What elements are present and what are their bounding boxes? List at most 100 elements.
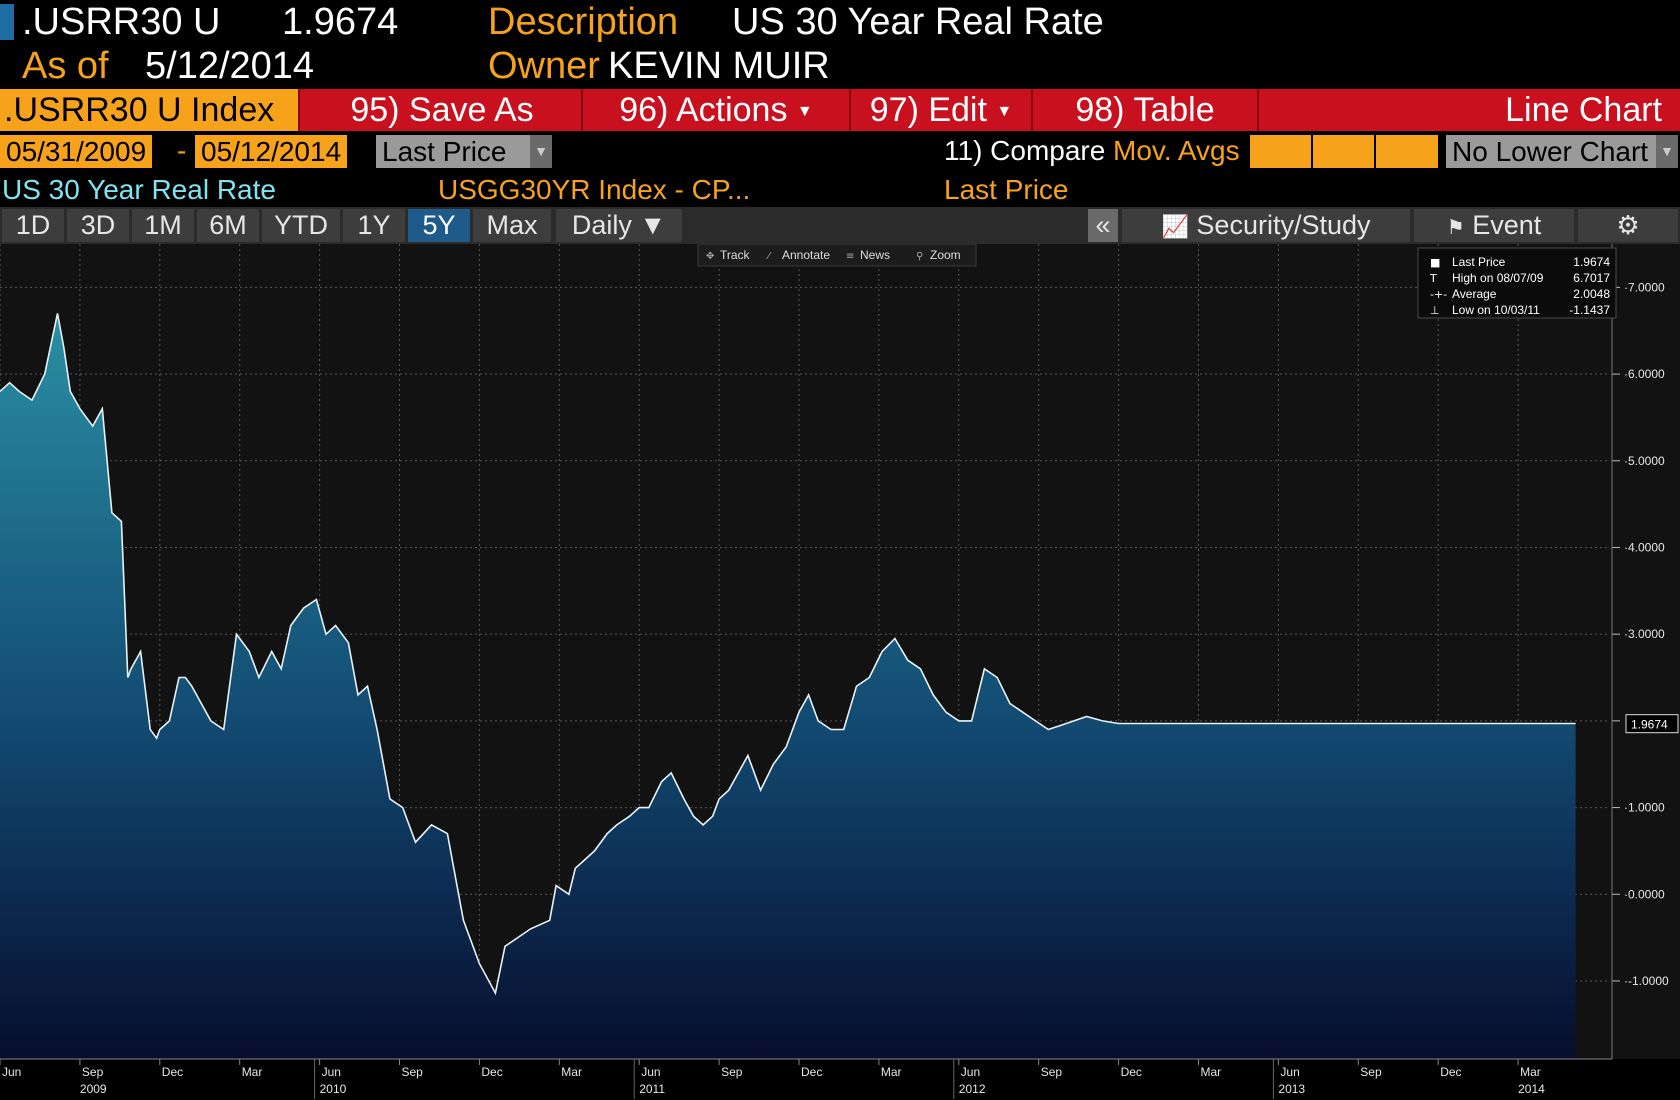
x-month-label: Dec (481, 1065, 502, 1079)
end-date-field[interactable]: 05/12/2014 (195, 135, 348, 168)
x-year-label: 2009 (80, 1082, 107, 1096)
lower-chart-select[interactable]: No Lower Chart (1446, 135, 1658, 168)
x-month-label: Jun (641, 1065, 660, 1079)
ticker-marker (0, 4, 14, 40)
stats-label: High on 08/07/09 (1452, 271, 1544, 285)
stats-box: ■ Last Price 1.9674 T High on 08/07/09 6.7017… (1417, 247, 1617, 319)
stats-value: 2.0048 (1573, 287, 1610, 301)
last-price: 1.9674 (282, 1, 399, 43)
actions-button[interactable]: 96) Actions ▼ (583, 89, 851, 131)
y-tick-label: ·7.0000 (1624, 280, 1665, 294)
owner: KEVIN MUIR (608, 45, 830, 87)
x-month-label: Mar (561, 1065, 582, 1079)
subtool-label: Annotate (782, 248, 830, 262)
stats-label: Average (1452, 287, 1497, 301)
period-button-1d[interactable]: 1D (2, 209, 64, 242)
last-price-icon: ■ (1430, 256, 1440, 269)
track-icon: ✥ (706, 251, 714, 262)
stats-value: -1.1437 (1569, 303, 1610, 317)
divider (1311, 135, 1313, 168)
event-label: Event (1472, 210, 1542, 240)
subtools-bar (697, 244, 977, 267)
period-button-1m[interactable]: 1M (132, 209, 194, 242)
index-button[interactable]: .USRR30 U Index (0, 89, 300, 131)
x-year-label: 2010 (320, 1082, 347, 1096)
table-button[interactable]: 98) Table (1033, 89, 1259, 131)
x-month-label: Mar (881, 1065, 902, 1079)
x-month-label: Sep (721, 1065, 743, 1079)
x-month-label: Jun (322, 1065, 341, 1079)
description-label: Description (488, 1, 679, 43)
series-source: USGG30YR Index - CP... (438, 174, 751, 205)
x-year-label: 2012 (959, 1082, 986, 1096)
edit-button[interactable]: 97) Edit ▼ (851, 89, 1033, 131)
ticker[interactable]: .USRR30 U (22, 1, 221, 43)
last-price-label: 1.9674 (1625, 714, 1679, 734)
start-date-field[interactable]: 05/31/2009 (0, 135, 153, 168)
asof-date: 5/12/2014 (145, 45, 315, 87)
mov-avgs-inputs[interactable] (1250, 135, 1438, 168)
period-button-3d[interactable]: 3D (67, 209, 129, 242)
y-tick-label: ·5.0000 (1624, 454, 1665, 468)
chevron-down-icon: ▼ (996, 103, 1013, 121)
flag-icon: ⚑ (1446, 217, 1465, 239)
x-month-label: Jun (1280, 1065, 1299, 1079)
x-month-label: Dec (801, 1065, 822, 1079)
event-button[interactable]: ⚑ Event (1414, 209, 1574, 242)
annotate-icon: ⁄ (766, 251, 772, 262)
legend-row: US 30 Year Real Rate USGG30YR Index - CP… (0, 171, 1680, 207)
x-month-label: Sep (82, 1065, 104, 1079)
stats-panel (1417, 247, 1617, 319)
series-name: US 30 Year Real Rate (2, 174, 276, 205)
series-area (0, 313, 1576, 1059)
header-row-1: .USRR30 U 1.9674 Description US 30 Year … (0, 0, 1680, 44)
chevron-down-icon[interactable]: ▼ (530, 135, 552, 168)
x-month-label: Sep (1360, 1065, 1382, 1079)
x-month-label: Sep (402, 1065, 424, 1079)
period-button-1y[interactable]: 1Y (343, 209, 405, 242)
period-button-6m[interactable]: 6M (197, 209, 259, 242)
x-month-label: Mar (242, 1065, 263, 1079)
x-month-label: Sep (1041, 1065, 1063, 1079)
x-month-label: Dec (162, 1065, 183, 1079)
y-axis: ·7.0000·6.0000·5.0000·4.0000·3.0000·2.00… (1611, 244, 1669, 1059)
subtools: ✥ Track ⁄ Annotate ≡ News ⚲ Zoom (706, 248, 961, 262)
subtool-label: Track (720, 248, 751, 262)
security-study-label: Security/Study (1196, 210, 1371, 240)
x-month-label: Jun (961, 1065, 980, 1079)
period-button-5y[interactable]: 5Y (408, 209, 470, 242)
frequency-select[interactable]: Daily ▼ (556, 209, 682, 242)
edit-label: 97) Edit (869, 91, 987, 129)
series-field: Last Price (944, 174, 1069, 205)
save-as-button[interactable]: 95) Save As (303, 89, 583, 131)
x-month-label: Dec (1440, 1065, 1461, 1079)
chart-icon: 📈 (1161, 214, 1189, 239)
y-tick-label: ·0.0000 (1624, 887, 1665, 901)
description: US 30 Year Real Rate (732, 1, 1104, 43)
period-button-max[interactable]: Max (473, 209, 551, 242)
chart-subtools: ✥ Track ⁄ Annotate ≡ News ⚲ Zoom (697, 244, 977, 267)
field-select[interactable]: Last Price (376, 135, 536, 168)
chart-type-button[interactable]: Line Chart (1505, 91, 1662, 129)
x-month-label: Mar (1201, 1065, 1222, 1079)
period-button-ytd[interactable]: YTD (262, 209, 340, 242)
divider (1374, 135, 1376, 168)
zoom-icon: ⚲ (916, 251, 923, 262)
stats-value: 1.9674 (1573, 255, 1610, 269)
price-chart[interactable]: ·7.0000·6.0000·5.0000·4.0000·3.0000·2.00… (0, 244, 1680, 1100)
compare-button[interactable]: 11) Compare (944, 135, 1106, 166)
chevron-down-icon[interactable]: ▼ (1656, 135, 1678, 168)
last-label-box (1625, 714, 1679, 734)
stats-value: 6.7017 (1573, 271, 1610, 285)
settings-gear-icon[interactable]: ⚙ (1578, 209, 1678, 242)
x-year-label: 2011 (639, 1082, 665, 1096)
last-label-text: 1.9674 (1631, 718, 1668, 732)
stats-label: Low on 10/03/11 (1452, 303, 1540, 317)
collapse-button[interactable]: « (1088, 209, 1118, 242)
actions-label: 96) Actions (619, 91, 788, 129)
period-toolbar: 1D 3D 1M 6M YTD 1Y 5Y Max Daily ▼ « 📈 Security/… (0, 207, 1680, 244)
security-study-button[interactable]: 📈 Security/Study (1122, 209, 1410, 242)
x-month-label: Jun (2, 1065, 21, 1079)
owner-label: Owner (488, 45, 600, 87)
y-tick-label: ·-1.0000 (1624, 974, 1669, 988)
